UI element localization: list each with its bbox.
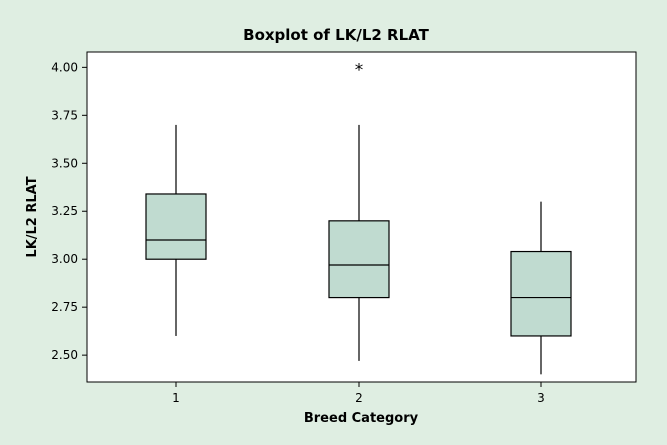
x-tick-label-2: 2 xyxy=(355,391,363,405)
y-tick-label-1: 2.75 xyxy=(51,300,78,314)
x-tick-label-3: 3 xyxy=(537,391,545,405)
chart-title: Boxplot of LK/L2 RLAT xyxy=(243,26,429,44)
x-axis: 1 2 3 xyxy=(172,382,545,405)
y-tick-label-0: 2.50 xyxy=(51,348,78,362)
x-tick-label-1: 1 xyxy=(172,391,180,405)
box-2 xyxy=(328,220,390,299)
y-tick-label-6: 4.00 xyxy=(51,60,78,74)
y-tick-label-3: 3.25 xyxy=(51,204,78,218)
y-tick-label-2: 3.00 xyxy=(51,252,78,266)
y-tick-label-4: 3.50 xyxy=(51,156,78,170)
y-axis: 2.50 2.75 3.00 3.25 3.50 3.75 4.00 xyxy=(51,60,87,362)
y-tick-label-5: 3.75 xyxy=(51,108,78,122)
outlier-marker-2-0: * xyxy=(355,60,364,80)
x-axis-label: Breed Category xyxy=(304,411,419,426)
boxes: * xyxy=(145,60,572,375)
box-group-2: * xyxy=(328,60,390,361)
box-1 xyxy=(145,193,207,260)
box-3 xyxy=(510,250,572,337)
box-group-3 xyxy=(510,201,572,375)
box-group-1 xyxy=(145,124,207,336)
y-axis-label: LK/L2 RLAT xyxy=(25,176,40,257)
